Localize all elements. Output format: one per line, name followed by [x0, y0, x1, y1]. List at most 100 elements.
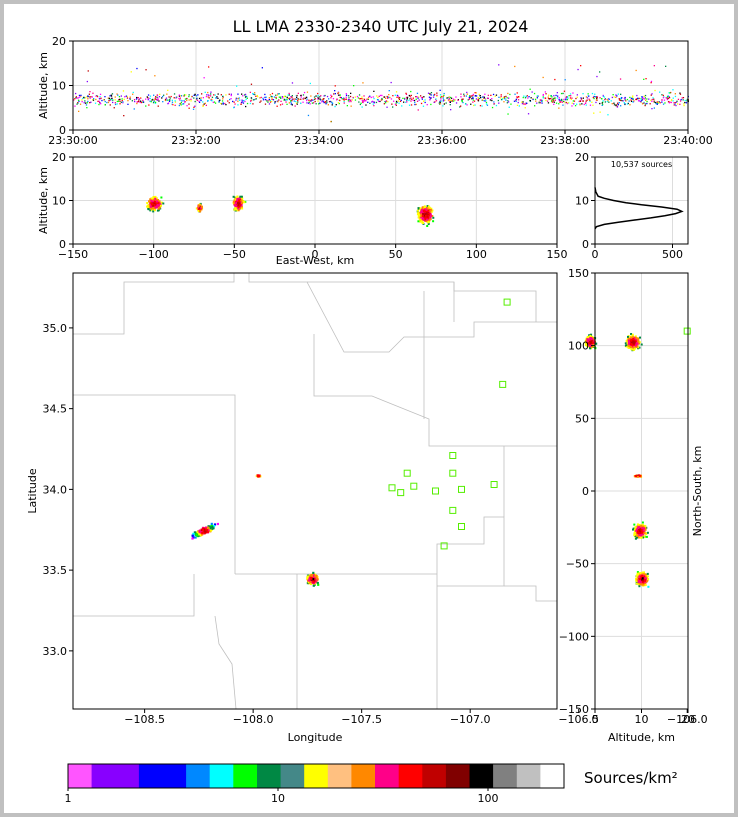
source-point: [114, 96, 116, 98]
source-point: [217, 93, 219, 95]
county-border: [248, 273, 557, 353]
source-point: [475, 92, 477, 94]
source-point: [602, 100, 604, 102]
source-point: [423, 100, 425, 102]
source-point: [216, 96, 218, 98]
source-point: [155, 205, 158, 208]
source-point: [640, 98, 643, 100]
source-point: [661, 101, 663, 103]
source-point: [96, 95, 98, 97]
source-point: [406, 98, 408, 100]
source-point: [411, 98, 413, 100]
source-point: [534, 98, 537, 100]
source-point: [319, 96, 321, 98]
source-point: [414, 101, 416, 104]
source-point: [328, 101, 331, 103]
source-point: [448, 100, 450, 102]
source-point: [633, 528, 636, 531]
source-point: [559, 101, 561, 103]
county-border: [73, 574, 195, 617]
source-point: [154, 195, 157, 198]
source-point: [472, 97, 474, 99]
source-point: [309, 82, 311, 85]
source-point: [76, 103, 78, 105]
source-point: [474, 104, 476, 106]
source-point: [608, 101, 610, 103]
source-point: [388, 90, 390, 92]
source-point: [603, 96, 606, 98]
source-point: [314, 98, 316, 100]
source-point: [432, 220, 435, 223]
source-point: [184, 98, 187, 100]
source-point: [422, 209, 425, 212]
source-point: [632, 349, 635, 351]
source-point: [135, 98, 138, 100]
source-point: [234, 103, 236, 105]
source-point: [644, 584, 647, 586]
source-point: [302, 101, 304, 103]
source-point: [634, 535, 637, 537]
source-point: [421, 215, 424, 217]
source-point: [222, 95, 224, 98]
source-point: [565, 96, 568, 98]
source-point: [422, 212, 424, 215]
source-point: [601, 104, 603, 106]
source-point: [657, 101, 660, 103]
source-point: [372, 103, 374, 105]
source-point: [275, 94, 277, 96]
colorbar-swatch: [209, 764, 234, 788]
lightning-source: [315, 577, 318, 580]
source-point: [514, 65, 516, 68]
y-axis-label: Altitude, km: [37, 52, 50, 119]
source-point: [237, 204, 239, 207]
x-tick-label: −106.5: [558, 713, 599, 726]
source-point: [174, 101, 177, 103]
source-point: [202, 101, 204, 103]
source-point: [376, 99, 379, 101]
source-point: [246, 97, 248, 99]
source-point: [198, 208, 201, 211]
source-point: [157, 207, 160, 210]
source-point: [253, 99, 256, 101]
source-point: [149, 209, 152, 212]
source-point: [140, 101, 143, 104]
source-point: [464, 103, 467, 105]
colorbar-swatch: [516, 764, 541, 788]
source-point: [281, 103, 284, 105]
source-point: [133, 99, 136, 101]
source-point: [376, 95, 378, 97]
source-point: [644, 577, 647, 580]
source-point: [645, 532, 648, 535]
source-point: [241, 100, 243, 102]
lma-station: [410, 482, 418, 490]
source-point: [661, 99, 663, 101]
x-tick-label: −50: [223, 248, 246, 261]
source-point: [87, 100, 89, 103]
source-point: [624, 103, 626, 105]
source-point: [241, 101, 243, 103]
source-point: [428, 213, 431, 216]
source-point: [186, 99, 188, 102]
source-point: [653, 98, 655, 100]
source-point: [645, 535, 648, 538]
source-point: [640, 534, 643, 537]
lightning-source: [589, 340, 592, 343]
source-point: [607, 114, 609, 116]
source-point: [291, 104, 293, 106]
source-point: [576, 103, 578, 105]
source-point: [205, 104, 207, 106]
source-point: [634, 537, 637, 540]
source-point: [198, 100, 200, 102]
source-point: [551, 96, 553, 98]
source-point: [485, 103, 488, 105]
source-point: [204, 91, 206, 93]
source-point: [218, 101, 220, 103]
source-point: [594, 93, 596, 95]
source-point: [679, 103, 681, 105]
source-point: [477, 100, 480, 102]
source-point: [95, 98, 97, 101]
source-point: [524, 97, 527, 99]
source-point: [214, 94, 216, 96]
source-point: [602, 103, 604, 106]
source-point: [592, 96, 594, 99]
